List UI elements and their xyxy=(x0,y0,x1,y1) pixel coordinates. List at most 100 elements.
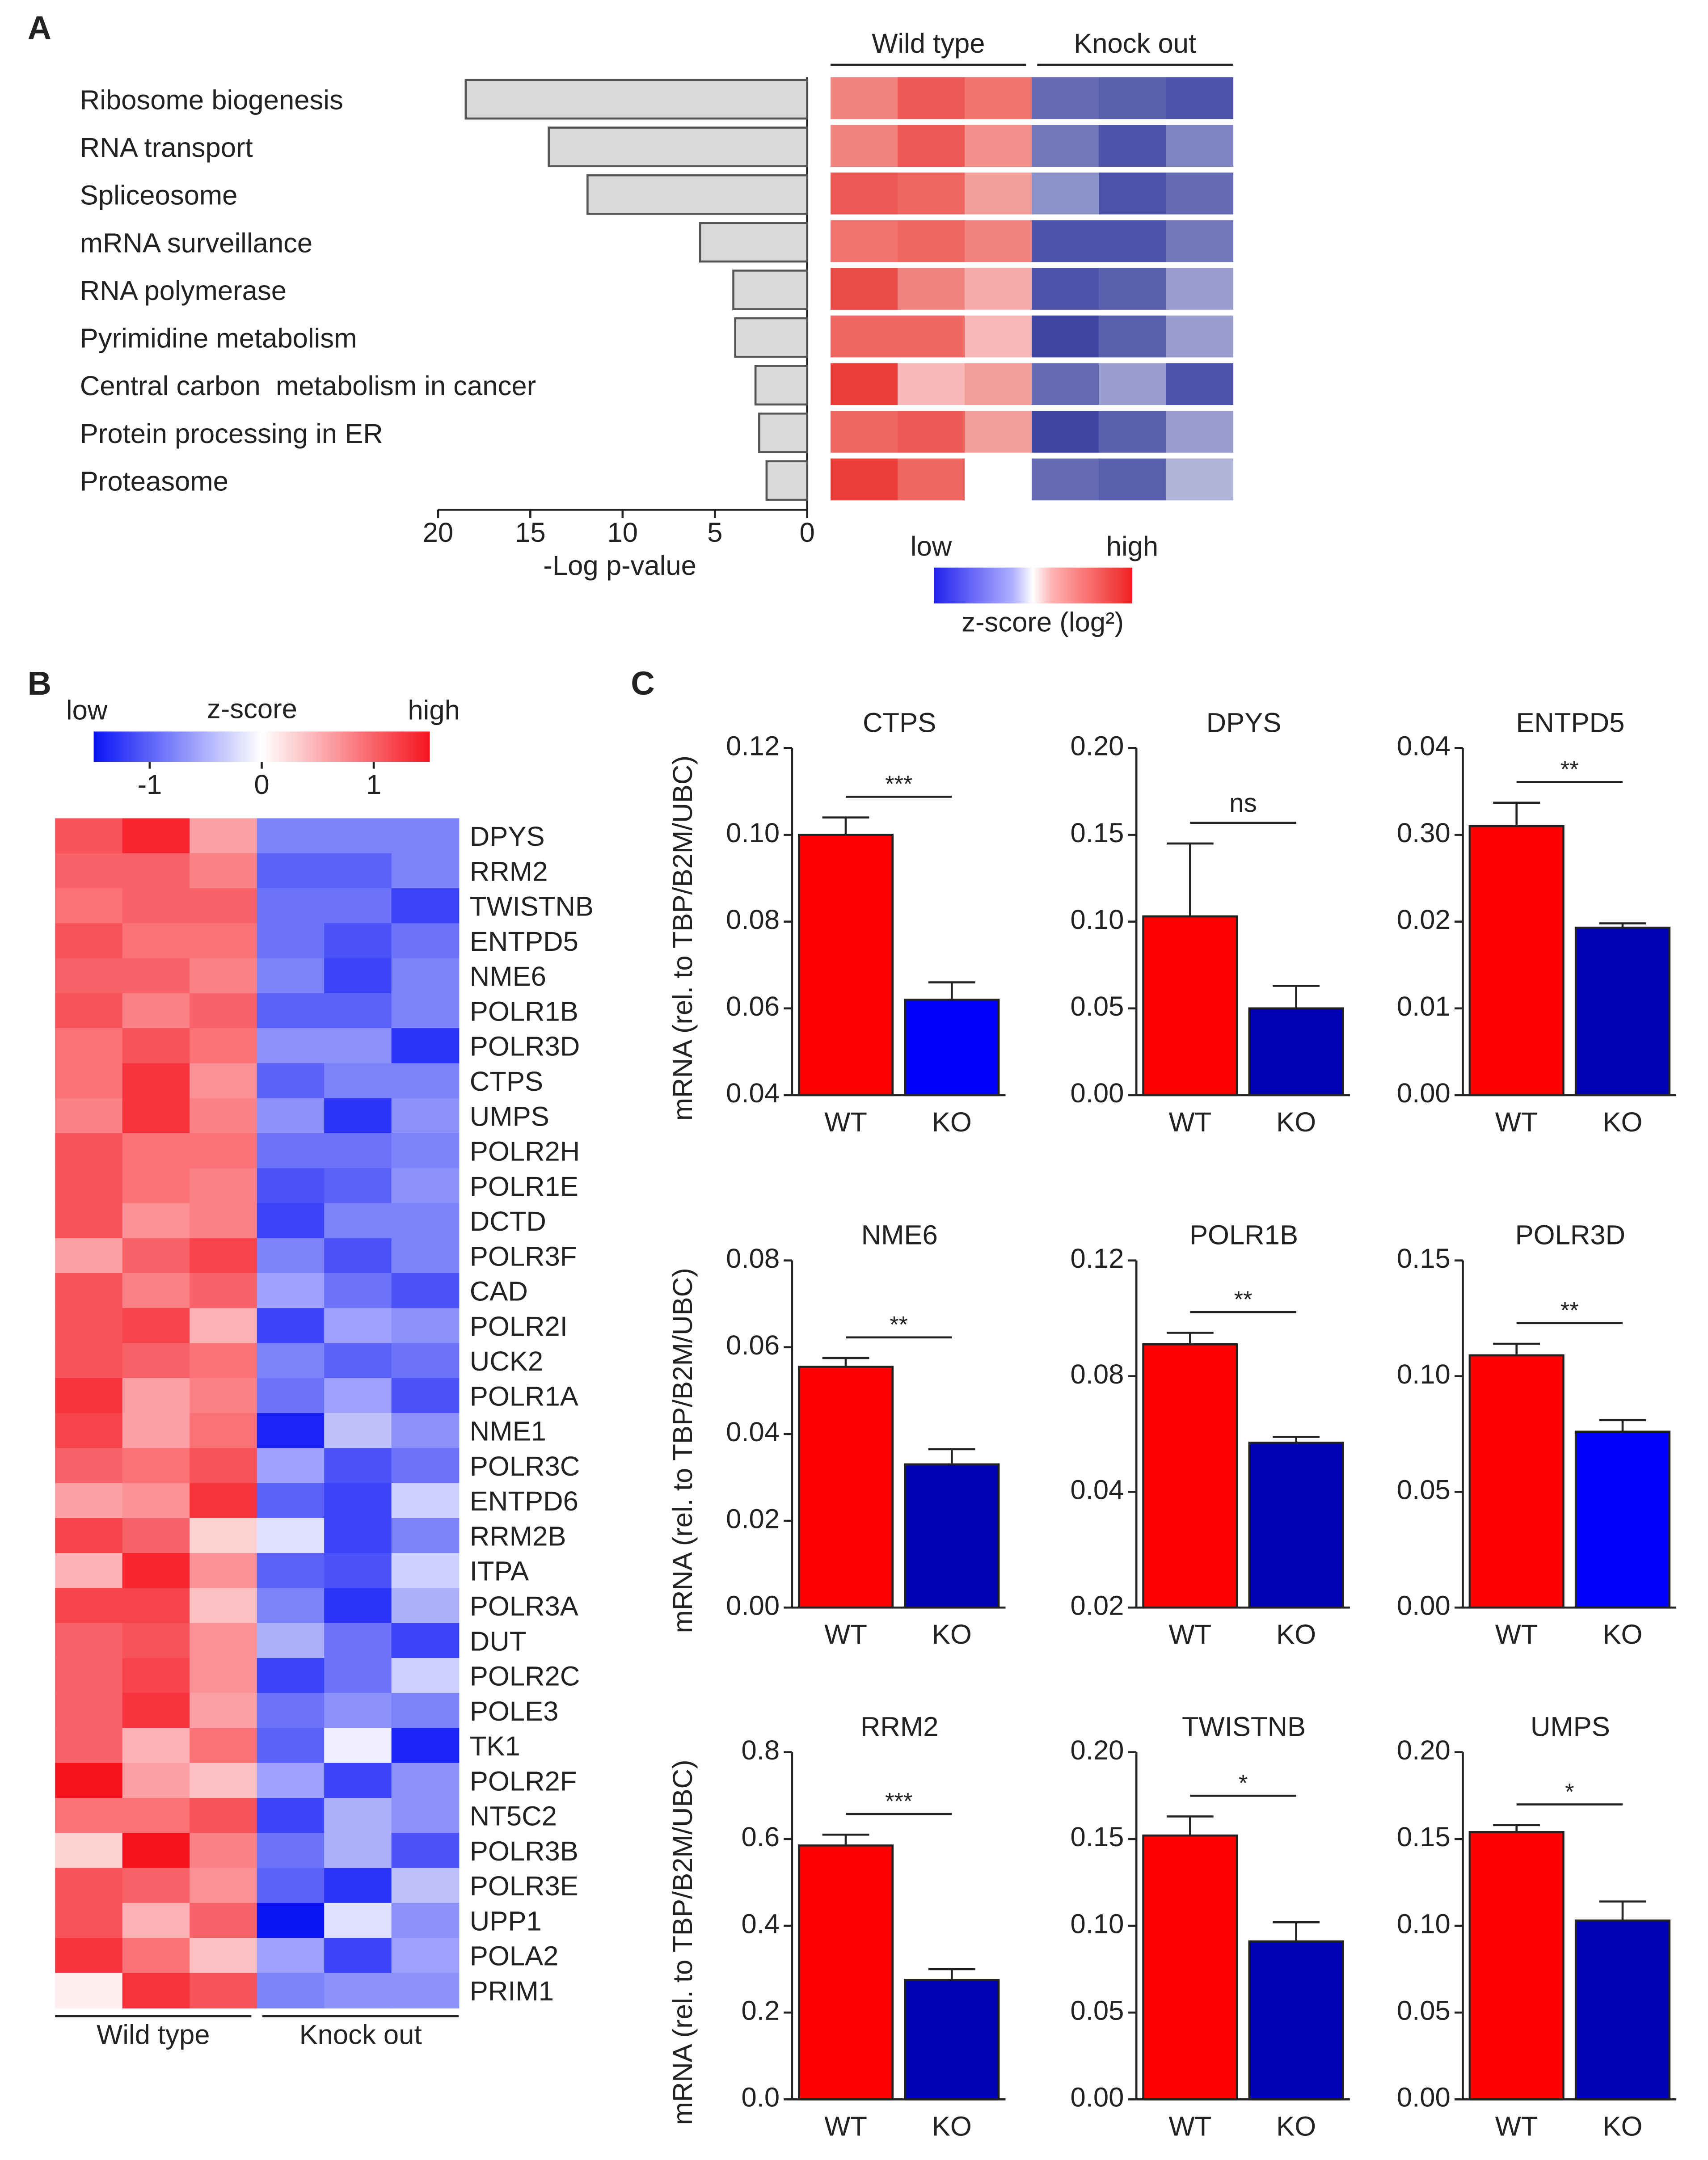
chart-title: UMPS xyxy=(1531,1712,1610,1742)
heatmap-cell xyxy=(391,958,460,994)
y-tick-label: 0.04 xyxy=(726,1417,780,1447)
heatmap-cell xyxy=(1098,411,1167,453)
y-tick-label: 0.10 xyxy=(1071,1908,1124,1939)
heatmap-cell xyxy=(257,1238,325,1274)
heatmap-cell xyxy=(391,888,460,924)
colorbar-label: z-score (log²) xyxy=(962,607,1124,637)
heatmap-cell xyxy=(1098,363,1167,405)
heatmap-cell xyxy=(122,1203,190,1239)
significance-label: *** xyxy=(885,1789,912,1814)
x-tick-label: WT xyxy=(1495,2111,1538,2142)
heatmap-cell xyxy=(1032,315,1100,358)
heatmap-cell xyxy=(831,125,898,167)
y-tick-label: 0.20 xyxy=(1071,1735,1124,1766)
significance-label: ** xyxy=(1234,1287,1253,1312)
heatmap-cell xyxy=(324,1343,392,1379)
row-label: POLR1A xyxy=(470,1381,578,1412)
heatmap-cell xyxy=(122,1028,190,1064)
heatmap-cell xyxy=(1032,411,1100,453)
y-tick-label: 0.01 xyxy=(1397,991,1451,1022)
heatmap-cell xyxy=(257,1798,325,1834)
heatmap-cell xyxy=(898,268,966,310)
heatmap-cell xyxy=(391,1203,460,1239)
heatmap-cell xyxy=(898,220,966,262)
heatmap-cell xyxy=(55,818,123,854)
row-label: DUT xyxy=(470,1626,527,1657)
heatmap-cell xyxy=(55,1133,123,1169)
y-tick-label: 0.15 xyxy=(1071,1822,1124,1852)
heatmap-cell xyxy=(55,888,123,924)
x-tick-label: WT xyxy=(824,2111,867,2142)
y-tick-label: 0.02 xyxy=(1071,1590,1124,1621)
heatmap-cell xyxy=(190,1938,257,1974)
heatmap-cell xyxy=(257,1868,325,1904)
bar xyxy=(1248,1442,1344,1609)
heatmap-cell xyxy=(1098,220,1167,262)
heatmap-cell xyxy=(55,1658,123,1694)
heatmap-cell xyxy=(55,1028,123,1064)
row-label: POLR2H xyxy=(470,1136,580,1167)
heatmap-cell xyxy=(324,1518,392,1554)
y-tick-label: 0.06 xyxy=(726,1330,780,1361)
y-tick-label: 0.00 xyxy=(1071,1078,1124,1109)
y-tick-label: 0.20 xyxy=(1397,1735,1451,1766)
bar xyxy=(754,365,809,406)
panel-label: A xyxy=(28,9,51,46)
heatmap-cell xyxy=(257,1938,325,1974)
heatmap-cell xyxy=(190,923,257,959)
row-label: POLR2C xyxy=(470,1661,580,1692)
heatmap-cell xyxy=(391,1903,460,1939)
heatmap-cell xyxy=(122,1168,190,1204)
heatmap-cell xyxy=(324,888,392,924)
category-label: Pyrimidine metabolism xyxy=(80,323,357,354)
heatmap-cell xyxy=(122,1098,190,1134)
heatmap-cell xyxy=(391,1028,460,1064)
category-label: mRNA surveillance xyxy=(80,228,312,258)
colorbar xyxy=(93,731,430,762)
heatmap-cell xyxy=(1165,315,1234,358)
heatmap-cell xyxy=(55,1763,123,1799)
x-tick-label: WT xyxy=(1168,1619,1211,1650)
bar xyxy=(1142,1343,1238,1609)
heatmap-cell xyxy=(324,1798,392,1834)
heatmap-cell xyxy=(391,1273,460,1309)
heatmap-cell xyxy=(831,220,898,262)
chart-title: CTPS xyxy=(863,707,936,738)
bar xyxy=(1248,1007,1344,1097)
y-tick-label: 0.10 xyxy=(1397,1908,1451,1939)
heatmap-cell xyxy=(1165,172,1234,215)
category-label: RNA transport xyxy=(80,132,253,163)
panel-label: B xyxy=(28,665,51,702)
y-tick-label: 0.08 xyxy=(726,904,780,935)
chart-title: ENTPD5 xyxy=(1516,707,1624,738)
heatmap-cell xyxy=(257,853,325,889)
row-label: DPYS xyxy=(470,821,545,852)
row-label: UCK2 xyxy=(470,1346,543,1377)
heatmap-cell xyxy=(324,1133,392,1169)
heatmap-cell xyxy=(55,923,123,959)
colorbar-title: z-score xyxy=(207,693,297,724)
heatmap-cell xyxy=(324,1728,392,1764)
y-tick-label: 0.02 xyxy=(1397,904,1451,935)
heatmap-cell xyxy=(391,1938,460,1974)
heatmap-cell xyxy=(122,958,190,994)
heatmap-cell xyxy=(391,1413,460,1449)
heatmap-cell xyxy=(190,1203,257,1239)
heatmap-cell xyxy=(257,1518,325,1554)
heatmap-cell xyxy=(257,1553,325,1589)
heatmap-cell xyxy=(190,993,257,1029)
heatmap-cell xyxy=(55,853,123,889)
row-label: POLA2 xyxy=(470,1941,559,1972)
row-label: CTPS xyxy=(470,1066,543,1097)
heatmap-cell xyxy=(55,958,123,994)
heatmap-cell xyxy=(965,172,1033,215)
heatmap-cell xyxy=(324,1973,392,2008)
group-label: Wild type xyxy=(97,2020,210,2050)
heatmap-cell xyxy=(190,1763,257,1799)
row-label: POLR3C xyxy=(470,1451,580,1482)
heatmap-cell xyxy=(257,1378,325,1414)
x-tick-label: KO xyxy=(932,2111,972,2142)
heatmap-cell xyxy=(1098,315,1167,358)
heatmap-cell xyxy=(55,1728,123,1764)
heatmap-cell xyxy=(190,1728,257,1764)
